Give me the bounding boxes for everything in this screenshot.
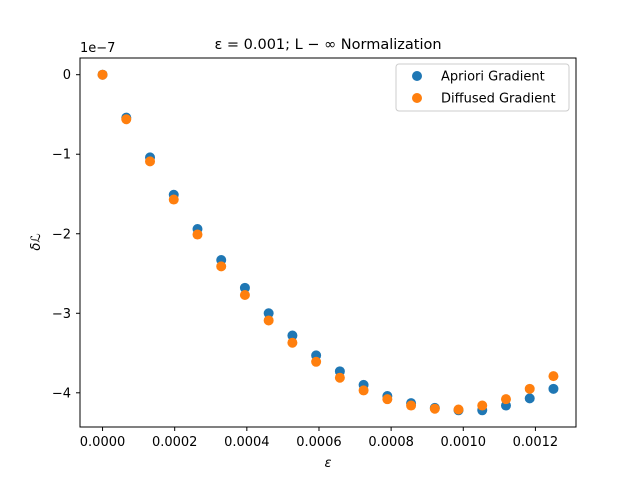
- point-apriori-8: [287, 330, 298, 341]
- y-tick-label: −3: [52, 307, 71, 322]
- plot-area-frame: [79, 57, 577, 428]
- y-tick-label: −2: [52, 227, 71, 242]
- y-offset-label: 1e−7: [80, 41, 115, 56]
- point-diffused-18: [524, 383, 535, 394]
- x-axis-label: ε: [324, 456, 331, 471]
- y-axis-label: δℒ: [29, 233, 44, 250]
- point-apriori-6: [239, 282, 250, 293]
- point-diffused-7: [263, 315, 274, 326]
- point-diffused-1: [121, 114, 132, 125]
- point-diffused-13: [406, 400, 417, 411]
- legend-label-apriori: Apriori Gradient: [441, 70, 545, 85]
- x-tick-label: 0.0010: [441, 435, 487, 450]
- legend-label-diffused: Diffused Gradient: [441, 92, 556, 107]
- x-tick-label: 0.0012: [513, 435, 559, 450]
- point-apriori-18: [524, 393, 535, 404]
- x-tick-label: 0.0002: [152, 435, 198, 450]
- point-diffused-14: [429, 403, 440, 414]
- point-apriori-7: [263, 308, 274, 319]
- point-diffused-3: [168, 194, 179, 205]
- point-diffused-12: [382, 394, 393, 405]
- x-tick-label: 0.0004: [224, 435, 270, 450]
- x-tick-label: 0.0006: [296, 435, 342, 450]
- point-diffused-0: [97, 69, 108, 80]
- point-diffused-15: [453, 404, 464, 415]
- y-tick-label: 0: [63, 68, 71, 83]
- point-diffused-19: [548, 371, 559, 382]
- legend: Apriori Gradient Diffused Gradient: [395, 63, 570, 112]
- x-axis-ticks: 0.0000 0.0002 0.0004 0.0006 0.0008 0.0010 0.00…: [80, 427, 558, 450]
- point-diffused-9: [311, 356, 322, 367]
- point-diffused-6: [239, 289, 250, 300]
- x-tick-label: 0.0000: [80, 435, 126, 450]
- data-points: [97, 69, 559, 416]
- y-axis-ticks: 0 −1 −2 −3 −4: [52, 68, 80, 401]
- point-diffused-2: [145, 156, 156, 167]
- legend-marker-diffused: [412, 93, 422, 103]
- point-diffused-16: [477, 400, 488, 411]
- y-tick-label: −1: [52, 148, 71, 163]
- point-diffused-5: [216, 261, 227, 272]
- legend-marker-apriori: [412, 71, 422, 81]
- y-tick-label: −4: [52, 386, 71, 401]
- point-diffused-8: [287, 337, 298, 348]
- point-diffused-10: [334, 372, 345, 383]
- legend-box: [395, 63, 570, 112]
- point-diffused-11: [358, 385, 369, 396]
- x-tick-label: 0.0008: [368, 435, 414, 450]
- point-diffused-17: [500, 394, 511, 405]
- chart-title: ε = 0.001; L − ∞ Normalization: [214, 37, 441, 53]
- point-apriori-19: [548, 383, 559, 394]
- point-diffused-4: [192, 229, 203, 240]
